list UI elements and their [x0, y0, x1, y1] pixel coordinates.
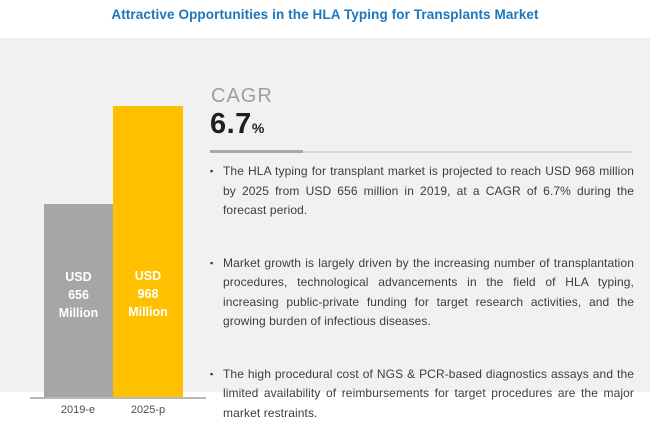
bullet-text: The HLA typing for transplant market is … [223, 162, 634, 221]
section-divider [210, 150, 632, 153]
bullet-list: ▪ The HLA typing for transplant market i… [210, 162, 634, 423]
divider-light-segment [303, 151, 632, 153]
x-tick-2025: 2025-p [113, 404, 183, 416]
bullet-square-icon: ▪ [210, 365, 223, 385]
content-panel: USD 656 Million USD 968 Million 2019-e 2… [0, 38, 650, 392]
bar-2019: USD 656 Million [44, 204, 113, 398]
bullet-square-icon: ▪ [210, 254, 223, 274]
cagr-value: 6.7% [210, 108, 265, 141]
bullet-text: Market growth is largely driven by the i… [223, 254, 634, 332]
bullet-item-growth-drivers: ▪ Market growth is largely driven by the… [210, 254, 634, 332]
bar-2019-value-label: USD 656 Million [59, 268, 99, 322]
bar-2025: USD 968 Million [113, 106, 183, 398]
bullet-item-market-projection: ▪ The HLA typing for transplant market i… [210, 162, 634, 221]
cagr-percent-sign: % [252, 120, 265, 136]
bar-2025-value-label: USD 968 Million [128, 267, 168, 321]
x-tick-2019: 2019-e [43, 404, 113, 416]
bullet-square-icon: ▪ [210, 162, 223, 182]
cagr-label: CAGR [211, 85, 273, 108]
x-axis-line [30, 397, 206, 399]
bullet-text: The high procedural cost of NGS & PCR-ba… [223, 365, 634, 423]
page-title: Attractive Opportunities in the HLA Typi… [0, 7, 650, 22]
divider-dark-segment [210, 150, 303, 153]
cagr-number: 6.7 [210, 108, 252, 140]
bullet-item-market-restraints: ▪ The high procedural cost of NGS & PCR-… [210, 365, 634, 423]
